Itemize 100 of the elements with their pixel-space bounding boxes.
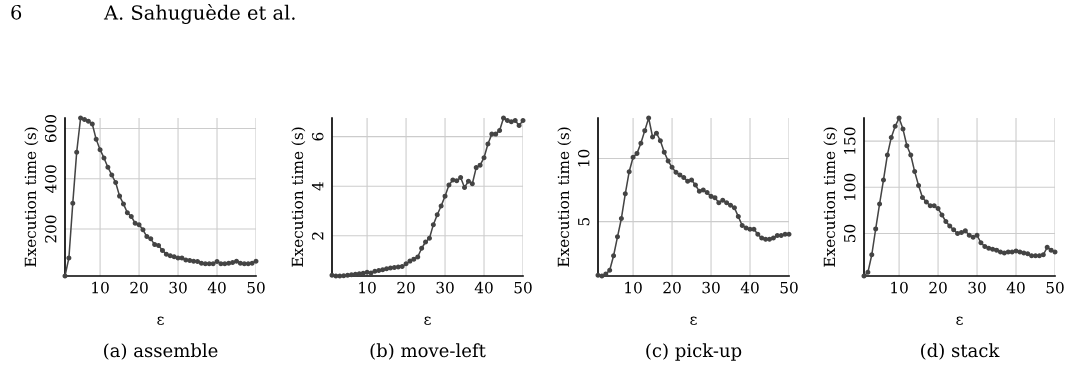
point [1036,253,1042,259]
point [873,226,879,232]
point [786,231,792,237]
point [943,218,949,224]
point [1029,253,1035,259]
point [477,162,483,168]
point [493,131,499,137]
point [117,193,123,199]
point [195,258,201,264]
point [657,138,663,144]
point [516,122,522,128]
point [198,260,204,266]
point [692,182,698,188]
y-axis-title: Execution time (s) [557,127,572,267]
point [935,206,941,212]
point [501,115,507,121]
point [888,134,894,140]
point [970,234,976,240]
point [497,127,503,133]
point [778,233,784,239]
point [140,227,146,233]
point [230,259,236,265]
point [245,261,251,267]
x-tick-label: 20 [663,281,681,294]
point [481,155,487,161]
point [877,201,883,207]
point [599,273,605,279]
x-tick-label: 50 [780,281,798,294]
point [454,178,460,184]
point [892,123,898,129]
point [782,231,788,237]
point [128,213,134,219]
point [751,226,757,232]
point [124,210,130,216]
x-tick-label: 40 [207,281,226,294]
x-axis-title: ε [690,316,697,325]
point [685,178,691,184]
point [630,154,636,160]
point [214,258,220,264]
point [958,230,964,236]
point [1021,250,1027,256]
x-tick-label: 30 [968,281,986,294]
y-tick-label: 100 [843,173,856,201]
point [986,245,992,251]
point [202,261,208,267]
point [611,253,617,259]
y-axis-title: Execution time (s) [823,127,838,267]
point [755,231,761,237]
x-tick-label: 30 [702,281,720,294]
point [434,212,440,218]
y-tick-label: 2 [311,232,324,240]
point [109,172,115,178]
x-tick-label: 10 [891,281,908,294]
point [465,178,471,184]
x-tick-label: 40 [1006,281,1025,294]
y-tick-label: 600 [44,114,57,143]
point [152,242,158,248]
x-tick-label: 20 [929,281,947,294]
point [391,265,397,271]
point [997,249,1003,255]
point [105,164,111,170]
point [739,222,745,228]
point [97,147,103,153]
point [704,190,710,196]
point [210,261,216,267]
point [187,257,193,263]
point [720,197,726,203]
point [994,247,1000,253]
x-tick-label: 50 [514,281,532,294]
point [1001,250,1007,256]
point [120,201,126,207]
point [376,268,382,274]
point [626,169,632,175]
point [93,136,99,142]
point [982,243,988,249]
x-tick-label: 50 [247,281,265,294]
point [865,269,871,275]
point [650,134,656,140]
point [380,267,386,273]
text: (d) stack [921,343,1000,360]
point [700,187,706,193]
point [253,258,259,264]
point [747,226,753,232]
text: A. Sahuguède et al. [103,4,295,24]
point [348,272,354,278]
point [148,236,154,242]
point [681,174,687,180]
text: (a) assemble [104,343,218,360]
x-tick-label: 10 [625,281,642,294]
point [673,169,679,175]
point [85,118,91,124]
text: (c) pick-up [646,343,742,361]
point [634,150,640,156]
point [66,255,72,261]
point [951,227,957,233]
point [916,182,922,188]
point [171,254,177,260]
point [426,235,432,241]
x-tick-label: 10 [92,281,109,294]
point [237,260,243,266]
